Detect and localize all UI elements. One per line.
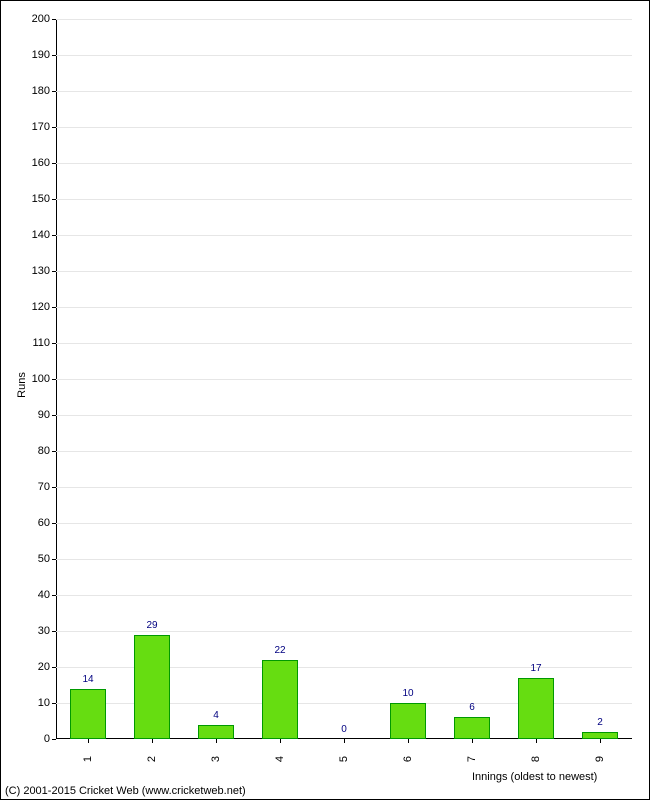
gridline [56, 559, 632, 560]
y-tick-label: 150 [32, 193, 56, 205]
x-axis-title: Innings (oldest to newest) [472, 771, 597, 783]
y-tick-label: 60 [38, 517, 56, 529]
x-tick-label: 7 [466, 756, 478, 762]
x-tick-mark [344, 739, 345, 743]
gridline [56, 199, 632, 200]
bar-value-label: 6 [469, 702, 475, 713]
x-tick-mark [536, 739, 537, 743]
bar [454, 717, 489, 739]
x-tick-label: 9 [594, 756, 606, 762]
gridline [56, 307, 632, 308]
bar [262, 660, 297, 739]
x-tick-label: 4 [274, 756, 286, 762]
bar [198, 725, 233, 739]
y-tick-label: 140 [32, 229, 56, 241]
x-tick-mark [216, 739, 217, 743]
bar [134, 635, 169, 739]
bar-value-label: 2 [597, 717, 603, 728]
y-tick-label: 120 [32, 301, 56, 313]
y-tick-label: 190 [32, 49, 56, 61]
x-tick-mark [472, 739, 473, 743]
bar [582, 732, 617, 739]
y-tick-label: 50 [38, 553, 56, 565]
gridline [56, 55, 632, 56]
x-tick-mark [408, 739, 409, 743]
gridline [56, 631, 632, 632]
x-tick-label: 8 [530, 756, 542, 762]
gridline [56, 271, 632, 272]
y-tick-label: 160 [32, 157, 56, 169]
y-tick-label: 200 [32, 13, 56, 25]
bar-value-label: 29 [146, 620, 157, 631]
bar-value-label: 17 [530, 663, 541, 674]
gridline [56, 451, 632, 452]
gridline [56, 487, 632, 488]
y-axis-title: Runs [16, 372, 28, 398]
bar-value-label: 0 [341, 724, 347, 735]
x-tick-label: 2 [146, 756, 158, 762]
gridline [56, 595, 632, 596]
plot-area: 0102030405060708090100110120130140150160… [56, 19, 632, 739]
copyright-text: (C) 2001-2015 Cricket Web (www.cricketwe… [5, 785, 246, 797]
x-tick-label: 1 [82, 756, 94, 762]
y-tick-label: 20 [38, 661, 56, 673]
y-tick-label: 170 [32, 121, 56, 133]
gridline [56, 19, 632, 20]
y-tick-label: 10 [38, 697, 56, 709]
x-tick-mark [280, 739, 281, 743]
gridline [56, 343, 632, 344]
y-tick-label: 100 [32, 373, 56, 385]
y-tick-label: 70 [38, 481, 56, 493]
bar-value-label: 10 [402, 688, 413, 699]
y-tick-label: 40 [38, 589, 56, 601]
bar [390, 703, 425, 739]
bar-value-label: 14 [82, 674, 93, 685]
x-tick-label: 5 [338, 756, 350, 762]
gridline [56, 91, 632, 92]
bar-value-label: 4 [213, 710, 219, 721]
y-tick-label: 30 [38, 625, 56, 637]
gridline [56, 415, 632, 416]
bar-value-label: 22 [274, 645, 285, 656]
x-tick-label: 6 [402, 756, 414, 762]
y-tick-label: 110 [32, 337, 56, 349]
x-tick-mark [88, 739, 89, 743]
gridline [56, 523, 632, 524]
x-tick-label: 3 [210, 756, 222, 762]
gridline [56, 379, 632, 380]
bar [70, 689, 105, 739]
gridline [56, 163, 632, 164]
y-tick-label: 90 [38, 409, 56, 421]
gridline [56, 127, 632, 128]
chart-container: 0102030405060708090100110120130140150160… [0, 0, 650, 800]
y-tick-label: 180 [32, 85, 56, 97]
y-tick-label: 130 [32, 265, 56, 277]
y-tick-label: 0 [44, 733, 56, 745]
bar [518, 678, 553, 739]
x-tick-mark [600, 739, 601, 743]
x-tick-mark [152, 739, 153, 743]
gridline [56, 235, 632, 236]
y-tick-label: 80 [38, 445, 56, 457]
